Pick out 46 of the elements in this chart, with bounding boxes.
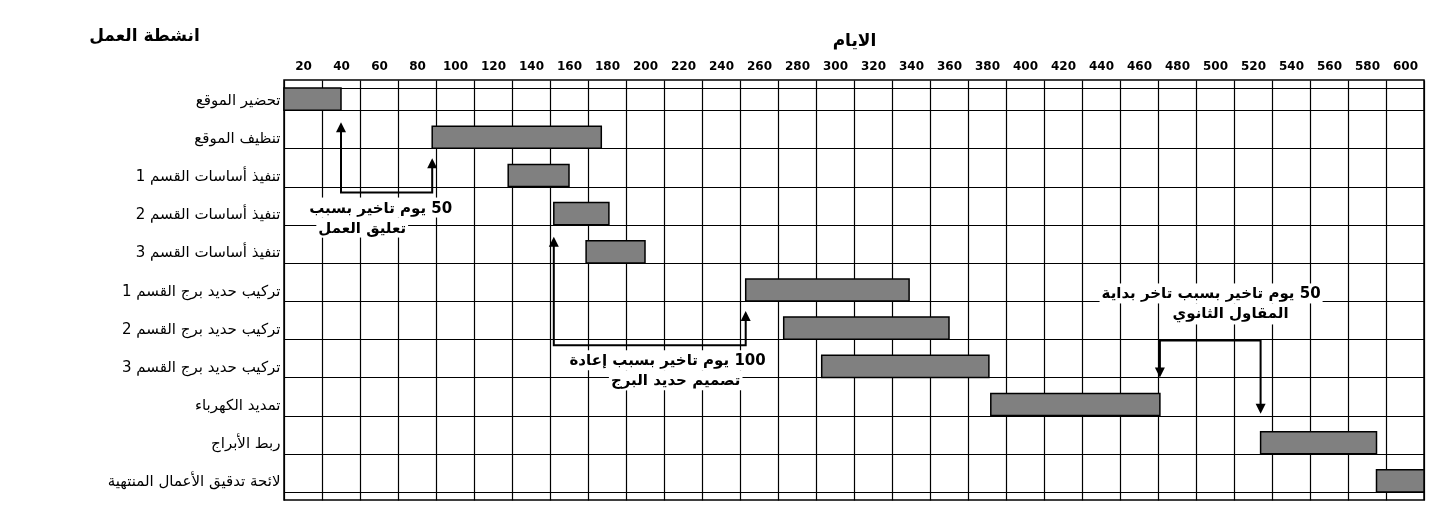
x-tick-label: 380 — [974, 58, 1001, 73]
x-tick-label: 420 — [1050, 58, 1077, 73]
x-tick-label: 240 — [708, 58, 735, 73]
x-tick-label: 160 — [556, 58, 583, 73]
y-tick-label: تنفيذ أساسات القسم 2 — [135, 204, 281, 224]
x-tick-label: 180 — [594, 58, 621, 73]
x-tick-label: 260 — [746, 58, 773, 73]
x-tick-label: 20 — [295, 58, 312, 73]
y-tick-label: تركيب حديد برج القسم 3 — [122, 357, 281, 377]
y-tick-label: تنظيف الموقع — [194, 128, 281, 147]
x-tick-label: 100 — [442, 58, 469, 73]
x-tick-label: 120 — [480, 58, 507, 73]
x-tick-label: 600 — [1392, 58, 1419, 73]
x-tick-label: 520 — [1240, 58, 1267, 73]
y-tick-label: تركيب حديد برج القسم 2 — [122, 319, 281, 339]
x-tick-label: 80 — [409, 58, 426, 73]
x-tick-label: 320 — [860, 58, 887, 73]
x-tick-label: 400 — [1012, 58, 1039, 73]
x-tick-label: 40 — [333, 58, 350, 73]
x-tick-label: 200 — [632, 58, 659, 73]
y-tick-label: ربط الأبراج — [211, 433, 281, 454]
x-tick-label: 560 — [1316, 58, 1343, 73]
x-tick-label: 220 — [670, 58, 697, 73]
x-tick-label: 440 — [1088, 58, 1115, 73]
y-tick-label: لائحة تدقيق الأعمال المنتهية — [107, 471, 281, 491]
annotation: 50 يوم تاخير بسبب تعليق العمل — [309, 198, 453, 237]
x-tick-label: 480 — [1164, 58, 1191, 73]
y-tick-label: تحضير الموقع — [195, 90, 281, 109]
x-tick-label: 580 — [1354, 58, 1381, 73]
x-tick-label: 140 — [518, 58, 545, 73]
x-tick-label: 460 — [1126, 58, 1153, 73]
y-tick-label: تنفيذ أساسات القسم 1 — [135, 165, 281, 185]
annotation: 100 يوم تاخير بسبب إعادة تصميم حديد البرج — [569, 351, 766, 390]
x-axis-title: الايام — [832, 29, 877, 50]
x-tick-label: 60 — [371, 58, 388, 73]
y-tick-label: تمديد الكهرباء — [194, 396, 281, 415]
annotation: 50 يوم تاخير بسبب تاخر بداية المقاول الثانوي — [1101, 284, 1321, 324]
x-tick-label: 280 — [784, 58, 811, 73]
x-tick-label: 360 — [936, 58, 963, 73]
y-tick-label: تركيب حديد برج القسم 1 — [122, 281, 281, 301]
x-tick-label: 300 — [822, 58, 849, 73]
x-tick-label: 540 — [1278, 58, 1305, 73]
y-axis-title: انشطة العمل — [89, 24, 200, 45]
x-tick-label: 500 — [1202, 58, 1229, 73]
x-tick-label: 340 — [898, 58, 925, 73]
y-tick-label: تنفيذ أساسات القسم 3 — [135, 242, 281, 262]
